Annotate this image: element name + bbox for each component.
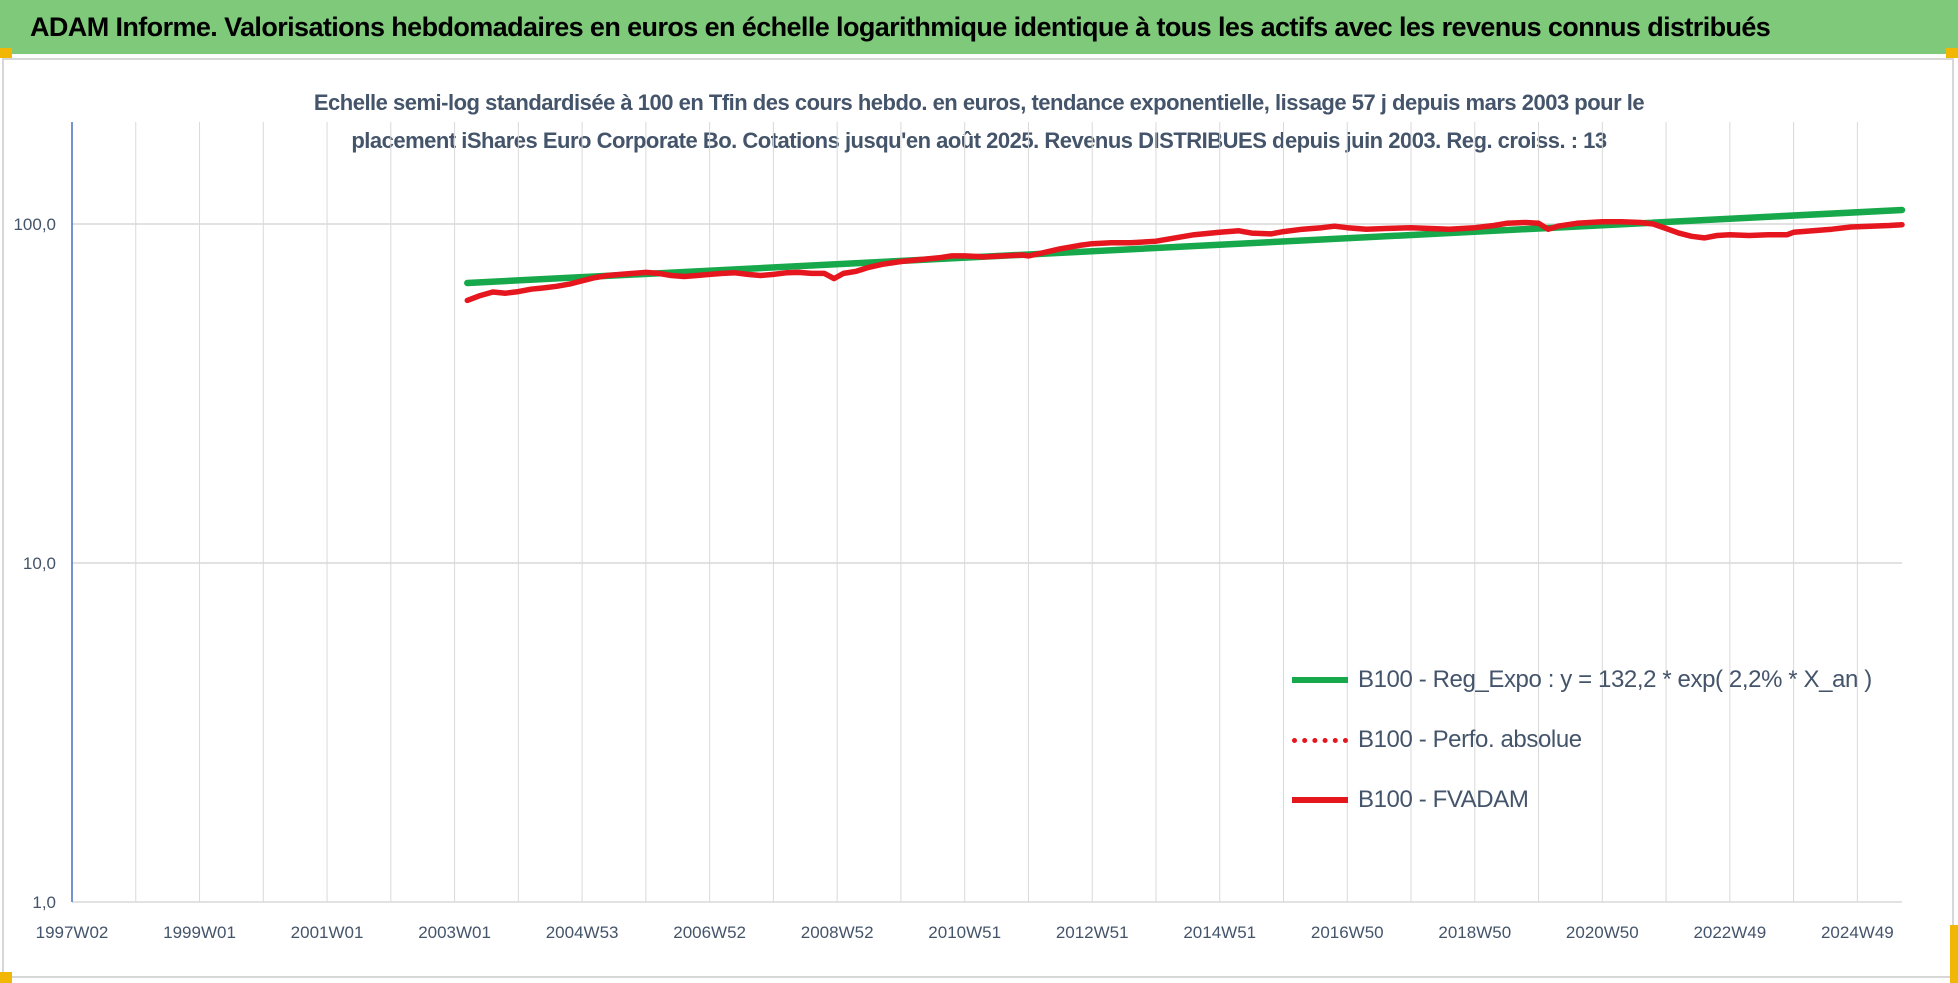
header-bar: ADAM Informe. Valorisations hebdomadaire… — [0, 0, 1958, 54]
corner-marker-top-right — [1946, 48, 1958, 58]
y-tick-label-1: 10,0 — [23, 554, 56, 573]
legend-swatch-fvadam — [1292, 793, 1352, 807]
x-tick-label-3: 2003W01 — [418, 923, 491, 942]
x-tick-label-14: 2024W49 — [1821, 923, 1894, 942]
y-tick-label-0: 1,0 — [32, 893, 56, 912]
corner-marker-bottom-left — [0, 972, 12, 983]
chart-title-line-1: Echelle semi-log standardisée à 100 en T… — [313, 90, 1645, 115]
x-tick-label-2: 2001W01 — [291, 923, 364, 942]
x-tick-label-10: 2016W50 — [1311, 923, 1384, 942]
y-tick-label-2: 100,0 — [13, 215, 56, 234]
series-line-0 — [464, 206, 1906, 287]
legend-swatch-perfo-absolue — [1292, 733, 1352, 747]
legend-item-perfo-absolue: B100 - Perfo. absolue — [1292, 710, 1912, 770]
legend-label-perfo-absolue: B100 - Perfo. absolue — [1358, 726, 1582, 753]
header-title: ADAM Informe. Valorisations hebdomadaire… — [30, 11, 1771, 42]
series-line-2 — [464, 219, 1905, 304]
legend-item-fvadam: B100 - FVADAM — [1292, 770, 1912, 830]
chart-title-line-2: placement iShares Euro Corporate Bo. Cot… — [351, 128, 1607, 153]
legend-label-reg-expo: B100 - Reg_Expo : y = 132,2 * exp( 2,2% … — [1358, 666, 1872, 693]
x-tick-label-1: 1999W01 — [163, 923, 236, 942]
x-tick-label-11: 2018W50 — [1438, 923, 1511, 942]
legend-label-fvadam: B100 - FVADAM — [1358, 786, 1529, 813]
x-tick-label-4: 2004W53 — [546, 923, 619, 942]
x-tick-label-13: 2022W49 — [1693, 923, 1766, 942]
legend-swatch-reg-expo — [1292, 673, 1352, 687]
x-tick-label-6: 2008W52 — [801, 923, 874, 942]
x-tick-label-7: 2010W51 — [928, 923, 1001, 942]
x-tick-label-0: 1997W02 — [36, 923, 109, 942]
legend-item-reg-expo: B100 - Reg_Expo : y = 132,2 * exp( 2,2% … — [1292, 650, 1912, 710]
x-tick-label-9: 2014W51 — [1183, 923, 1256, 942]
chart-legend: B100 - Reg_Expo : y = 132,2 * exp( 2,2% … — [1292, 650, 1912, 830]
x-tick-label-8: 2012W51 — [1056, 923, 1129, 942]
corner-marker-bottom-right — [1950, 925, 1958, 983]
x-tick-label-5: 2006W52 — [673, 923, 746, 942]
corner-marker-top-left — [0, 48, 12, 58]
chart-title: Echelle semi-log standardisée à 100 en T… — [0, 84, 1958, 160]
x-tick-label-12: 2020W50 — [1566, 923, 1639, 942]
